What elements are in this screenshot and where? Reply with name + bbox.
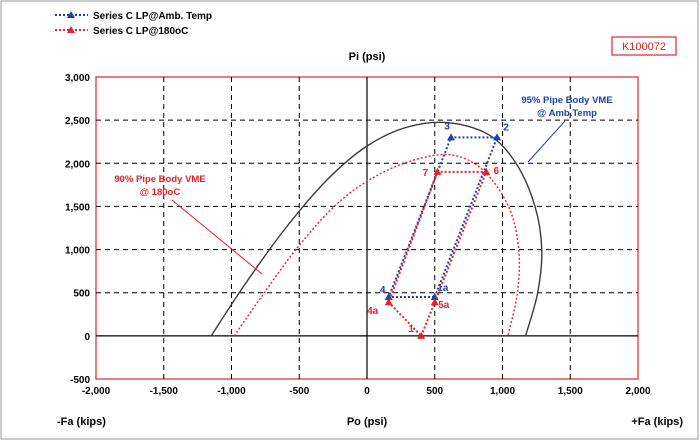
x-tick-label: -2,000: [82, 386, 111, 397]
envelope-95-amb: [210, 121, 543, 337]
data-point-label: 4a: [367, 306, 379, 317]
x-right-label: +Fa (kips): [631, 416, 683, 428]
y-tick-label: 500: [73, 289, 90, 300]
y-tick-label: 1,500: [65, 202, 90, 213]
data-point-label: 2: [503, 122, 509, 133]
y-tick-label: 1,000: [65, 246, 90, 257]
envelope-layer: [210, 121, 543, 337]
data-point-marker: [482, 167, 491, 175]
data-point-label: 1: [408, 324, 414, 335]
tick-label-layer: -2,000 -1,500 -1,000 -500 0 500 1,000 1,500 2,00…: [65, 73, 651, 397]
x-left-label: -Fa (kips): [57, 416, 106, 428]
data-point-label: 6: [493, 166, 499, 177]
axis-layer: [96, 77, 638, 379]
data-point-label: 7: [423, 168, 429, 179]
legend-label-amb: Series C LP@Amb. Temp: [93, 11, 212, 22]
annotation-180-line1: 90% Pipe Body VME: [114, 174, 205, 185]
y-tick-label: 2,500: [65, 116, 90, 127]
legend-marker-180: [67, 26, 75, 33]
data-point-label: 3: [444, 121, 450, 132]
y-tick-label: 0: [84, 332, 90, 343]
series-180c-line: [387, 170, 488, 337]
annotation-180: 90% Pipe Body VME @ 180oC: [114, 174, 263, 275]
data-point-label: 4: [380, 285, 386, 296]
x-tick-label: -1,500: [150, 386, 179, 397]
x-axis-title: Po (psi): [347, 416, 388, 428]
legend-marker-amb: [67, 11, 75, 18]
data-point-marker: [384, 293, 393, 301]
data-point-marker: [417, 331, 426, 339]
x-tick-label: -1,000: [217, 386, 246, 397]
annotation-amb: 95% Pipe Body VME @ Amb.Temp: [521, 95, 613, 163]
x-tick-label: -500: [289, 386, 309, 397]
annotation-amb-pointer: [527, 120, 566, 163]
y-tick-label: 3,000: [65, 73, 90, 84]
data-point-marker: [493, 133, 502, 141]
series-layer: 1a 2 3 4 1 5a 6 7 4a: [367, 121, 509, 339]
annotation-amb-line2: @ Amb.Temp: [537, 108, 597, 119]
y-tick-label: -500: [70, 375, 90, 386]
annotation-180-line2: @ 180oC: [140, 187, 181, 198]
badge-text: K100072: [622, 41, 666, 53]
data-point-label: 1a: [437, 283, 449, 294]
badge-box: [611, 36, 677, 56]
x-tick-label: 1,500: [558, 386, 583, 397]
chart-title: Pi (psi): [349, 51, 386, 63]
envelope-90-180c: [233, 153, 521, 337]
x-tick-label: 0: [364, 386, 370, 397]
x-tick-label: 500: [426, 386, 443, 397]
data-point-marker: [430, 298, 439, 306]
y-tick-label: 2,000: [65, 159, 90, 170]
data-point-label: 5a: [438, 300, 450, 311]
annotation-amb-line1: 95% Pipe Body VME: [521, 95, 612, 106]
x-tick-label: 1,000: [490, 386, 515, 397]
x-tick-label: 2,000: [625, 386, 650, 397]
annotation-180-pointer: [171, 199, 263, 275]
data-point-marker: [384, 298, 393, 306]
legend-label-180: Series C LP@180oC: [93, 26, 188, 37]
data-point-marker: [433, 167, 442, 175]
legend: Series C LP@Amb. Temp Series C LP@180oC: [55, 11, 212, 37]
data-point-marker: [447, 133, 456, 141]
